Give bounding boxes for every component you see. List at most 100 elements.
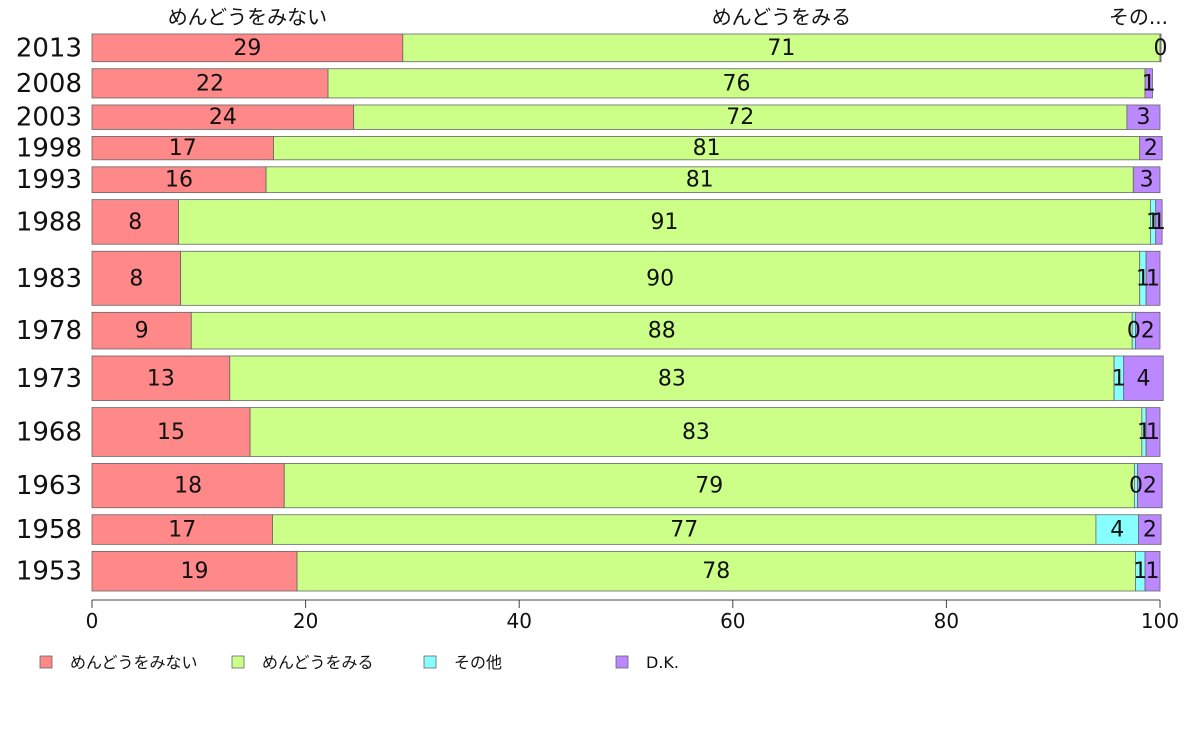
segment-value-label: 1 [1146, 559, 1160, 584]
bar-segment [1126, 104, 1161, 130]
year-label: 1968 [16, 418, 82, 448]
bar-segment [91, 166, 267, 194]
segment-value-label: 16 [165, 168, 193, 193]
bar-segment [91, 199, 179, 245]
column-header-label: めんどうをみない [168, 5, 327, 29]
segment-value-label: 17 [168, 518, 196, 543]
segment-value-label: 83 [658, 366, 686, 391]
column-labels: めんどうをみない めんどうをみる その... [168, 5, 1168, 29]
year-label: 1978 [16, 316, 82, 346]
legend: めんどうをみない めんどうをみる その他 D.K. [39, 653, 679, 672]
bar-segment [1155, 199, 1163, 245]
bar-segment [1145, 407, 1161, 457]
year-label: 1988 [16, 207, 82, 237]
legend-swatch [423, 655, 437, 669]
segment-value-label: 76 [723, 71, 751, 96]
segment-value-label: 0 [1127, 319, 1141, 344]
segment-value-label: 3 [1140, 168, 1154, 193]
bar-segment [91, 104, 355, 130]
bar-segment [190, 311, 1133, 350]
segment-value-label: 29 [233, 36, 261, 61]
segment-value-label: 17 [169, 136, 197, 161]
bar-segment [1144, 68, 1153, 99]
segment-value-label: 90 [646, 266, 674, 291]
x-tick-label: 100 [1141, 609, 1179, 633]
bar-segment [296, 550, 1136, 592]
bar-segment [91, 250, 182, 306]
segment-value-label: 8 [129, 266, 143, 291]
bar-segment [178, 199, 1151, 245]
segment-value-label: 1 [1112, 366, 1126, 391]
segment-value-label: 24 [209, 105, 237, 130]
year-label: 1983 [16, 264, 82, 294]
segment-value-label: 1 [1146, 210, 1160, 235]
bar-segment [402, 33, 1161, 63]
segment-value-label: 91 [650, 210, 678, 235]
segment-value-label: 1 [1137, 420, 1151, 445]
segment-value-label: 71 [767, 36, 795, 61]
segment-value-label: 77 [670, 518, 698, 543]
segment-value-label: 2 [1144, 136, 1158, 161]
segment-value-label: 15 [157, 420, 185, 445]
x-tick-label: 40 [506, 609, 531, 633]
segment-value-label: 13 [147, 366, 175, 391]
bar-segment [91, 514, 273, 545]
year-label: 2003 [16, 103, 82, 133]
segment-value-label: 3 [1136, 105, 1150, 130]
segment-value-label: 4 [1110, 518, 1124, 543]
x-tick-label: 80 [934, 609, 959, 633]
segment-value-labels: 29 71 022 76 124 72 317 81 216 81 38 91 118 90 119 88 0 2… [128, 36, 1167, 584]
bar-segment [1132, 166, 1161, 194]
column-header-label: めんどうをみる [712, 5, 851, 29]
segment-value-label: 81 [693, 136, 721, 161]
year-label: 1973 [16, 364, 82, 394]
segment-value-label: 81 [686, 168, 714, 193]
year-label: 2013 [16, 33, 82, 63]
segment-value-label: 88 [648, 319, 676, 344]
bar-segment [1138, 514, 1162, 545]
x-axis: 0 20 40 60 80 100 [86, 599, 1179, 633]
legend-swatch [231, 655, 245, 669]
segment-value-label: 1 [1146, 420, 1160, 445]
x-tick-label: 20 [293, 609, 318, 633]
bar-segment [1123, 355, 1164, 401]
bar-segment [91, 463, 285, 509]
segment-value-label: 4 [1136, 366, 1150, 391]
legend-label: D.K. [646, 653, 679, 672]
year-label: 1953 [16, 557, 82, 587]
legend-label: めんどうをみる [262, 653, 374, 672]
segment-value-label: 1 [1146, 266, 1160, 291]
column-header-label: その... [1109, 5, 1168, 29]
bar-segment [1135, 311, 1161, 350]
segment-value-label: 9 [135, 319, 149, 344]
bar-segment [1159, 33, 1162, 63]
segment-value-label: 1 [1152, 210, 1166, 235]
bar-segment [1144, 550, 1161, 592]
legend-swatch [615, 655, 629, 669]
x-tick-label: 0 [86, 609, 99, 633]
bar-segment [353, 104, 1128, 130]
bar-segment [180, 250, 1141, 306]
segment-value-label: 2 [1141, 319, 1155, 344]
segment-value-label: 2 [1143, 474, 1157, 499]
year-label: 1958 [16, 515, 82, 545]
segment-value-label: 8 [128, 210, 142, 235]
bar-segment [91, 550, 298, 592]
segment-value-label: 78 [702, 559, 730, 584]
segment-value-label: 79 [695, 474, 723, 499]
bar-segment [91, 311, 192, 350]
segment-value-label: 1 [1142, 71, 1156, 96]
year-label: 1963 [16, 471, 82, 501]
segment-value-label: 18 [174, 474, 202, 499]
segment-value-label: 2 [1143, 518, 1157, 543]
bar-segment [1095, 514, 1140, 545]
legend-label: めんどうをみない [70, 653, 198, 672]
bar-segment [91, 33, 404, 63]
bar-segment [91, 407, 251, 457]
segment-value-label: 1 [1136, 266, 1150, 291]
bar-segment [91, 355, 231, 401]
bar-segment [1137, 463, 1163, 509]
x-tick-label: 60 [720, 609, 745, 633]
